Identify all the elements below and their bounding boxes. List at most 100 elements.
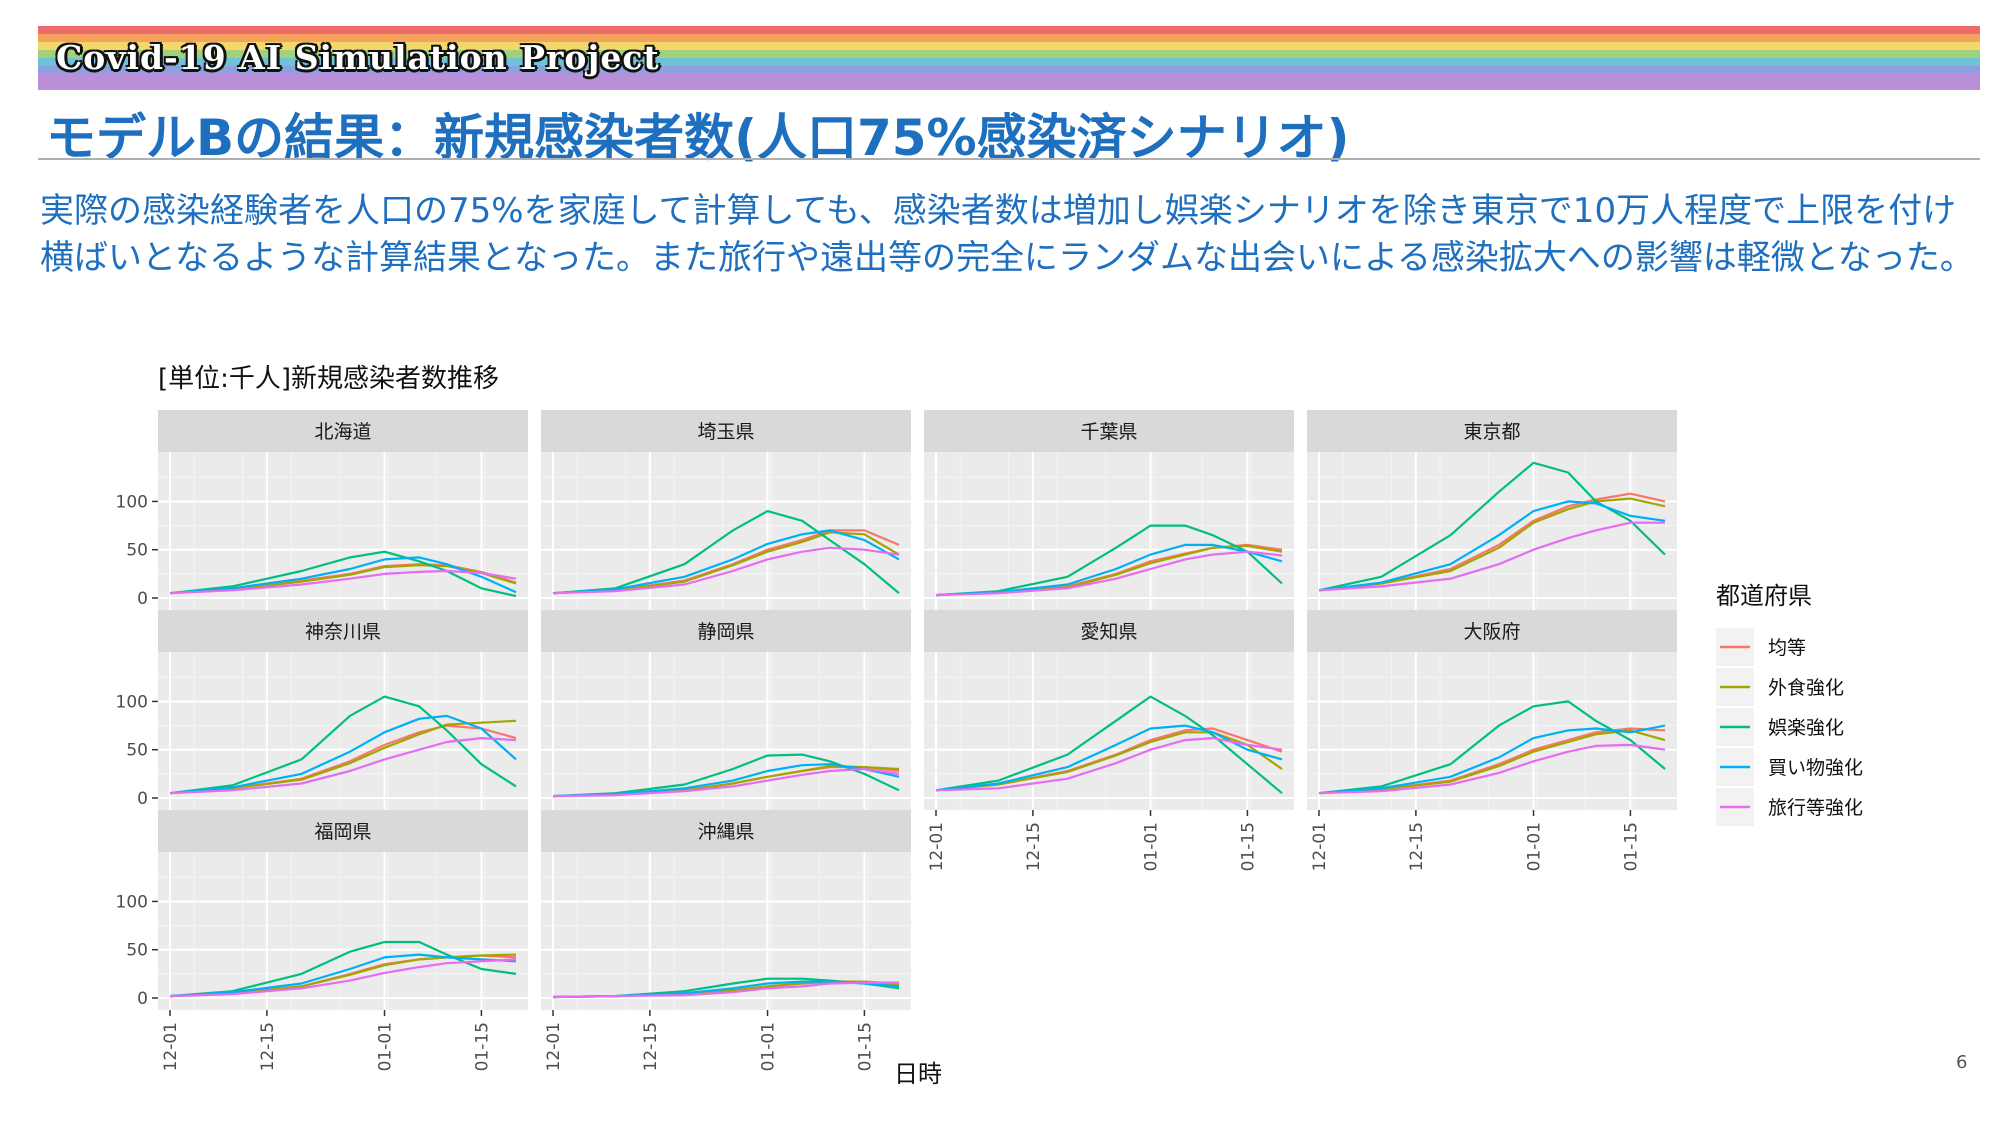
facet-strip <box>924 610 1294 652</box>
legend-label: 娯楽強化 <box>1768 717 1844 739</box>
x-tick-label: 12-01 <box>927 822 947 871</box>
facet-label: 愛知県 <box>1080 621 1137 643</box>
x-tick-label: 12-01 <box>1310 822 1330 871</box>
x-tick-label: 12-01 <box>544 1022 564 1071</box>
series-line <box>935 731 1283 792</box>
x-tick-label: 01-15 <box>1621 822 1641 871</box>
series-line <box>169 564 517 595</box>
series-line <box>1318 700 1666 795</box>
y-tick-label: 0 <box>137 989 148 1009</box>
facet-strip <box>1307 610 1677 652</box>
series-line <box>169 940 517 998</box>
x-tick-label: 01-01 <box>376 1022 396 1071</box>
chart-title: [単位:千人]新規感染者数推移 <box>158 364 499 394</box>
x-tick-label: 12-15 <box>258 1022 278 1071</box>
panel-background <box>158 852 528 1010</box>
y-tick-label: 0 <box>137 589 148 609</box>
y-tick-label: 50 <box>126 941 148 961</box>
series-line <box>935 550 1283 597</box>
series-line <box>552 763 900 798</box>
facet-strip <box>541 810 911 852</box>
rainbow-stripe <box>38 66 1980 74</box>
x-tick-label: 01-01 <box>1142 822 1162 871</box>
series-line <box>552 510 900 595</box>
rainbow-stripe <box>38 50 1980 58</box>
series-line <box>169 736 517 795</box>
y-tick-label: 50 <box>126 741 148 761</box>
series-line <box>169 550 517 598</box>
rainbow-stripe <box>38 42 1980 50</box>
series-line <box>935 524 1283 597</box>
facet-label: 埼玉県 <box>697 421 754 443</box>
facet-label: 東京都 <box>1463 421 1520 443</box>
series-line <box>169 953 517 998</box>
x-axis-title: 日時 <box>894 1060 942 1088</box>
series-line <box>169 695 517 795</box>
series-line <box>1318 461 1666 592</box>
y-tick-label: 100 <box>116 892 148 912</box>
series-line <box>169 714 517 795</box>
rainbow-banner <box>38 26 1980 90</box>
series-line <box>552 529 900 595</box>
series-line <box>935 724 1283 792</box>
series-line <box>552 546 900 595</box>
series-line <box>935 736 1283 792</box>
series-line <box>169 958 517 998</box>
panel-background <box>158 452 528 610</box>
rainbow-stripe <box>38 34 1980 42</box>
series-line <box>552 531 900 595</box>
facet-label: 福岡県 <box>314 821 371 843</box>
y-tick-label: 50 <box>126 541 148 561</box>
legend-label: 外食強化 <box>1768 677 1844 699</box>
body-paragraph: 実際の感染経験者を人口の75%を家庭して計算しても、感染者数は増加し娯楽シナリオ… <box>40 191 1974 278</box>
series-line <box>552 981 899 999</box>
series-line <box>169 569 517 595</box>
panel-background <box>158 652 528 810</box>
facet-strip <box>158 810 528 852</box>
series-line <box>169 953 517 998</box>
rainbow-stripe <box>38 82 1980 90</box>
series-line <box>935 543 1283 597</box>
facet-label: 千葉県 <box>1080 421 1137 443</box>
rainbow-stripe <box>38 26 1980 34</box>
legend-label: 買い物強化 <box>1768 757 1863 779</box>
facet-label: 北海道 <box>314 421 371 443</box>
x-tick-label: 01-15 <box>1238 822 1258 871</box>
legend-label: 均等 <box>1768 637 1806 659</box>
facet-strip <box>541 410 911 452</box>
facet-label: 静岡県 <box>697 621 754 643</box>
x-tick-label: 12-15 <box>1024 822 1044 871</box>
facet-label: 沖縄県 <box>697 821 754 843</box>
x-tick-label: 01-01 <box>1525 822 1545 871</box>
slide-title: モデルBの結果：新規感染者数(人口75%感染済シナリオ) <box>46 109 1350 167</box>
title-divider <box>38 158 1980 160</box>
panel-background <box>924 452 1294 610</box>
rainbow-stripe <box>38 58 1980 66</box>
facet-strip <box>158 610 528 652</box>
facet-label: 神奈川県 <box>305 621 381 643</box>
legend-label: 旅行等強化 <box>1768 797 1863 819</box>
y-tick-label: 100 <box>116 692 148 712</box>
series-line <box>935 695 1283 795</box>
y-tick-label: 0 <box>137 789 148 809</box>
y-tick-label: 100 <box>116 492 148 512</box>
series-line <box>1318 497 1666 592</box>
facet-label: 大阪府 <box>1463 621 1520 643</box>
x-tick-label: 12-15 <box>1407 822 1427 871</box>
rainbow-stripe <box>38 74 1980 82</box>
legend-title: 都道府県 <box>1716 582 1812 610</box>
page-number: 6 <box>1956 1052 1968 1073</box>
x-tick-label: 01-01 <box>759 1022 779 1071</box>
panel-background <box>541 852 911 1010</box>
facet-strip <box>158 410 528 452</box>
x-tick-label: 12-15 <box>641 1022 661 1071</box>
series-line <box>1318 724 1666 795</box>
series-line <box>552 767 900 798</box>
project-title: Covid-19 AI Simulation Project <box>56 38 660 77</box>
facet-strip <box>1307 410 1677 452</box>
x-tick-label: 12-01 <box>161 1022 181 1071</box>
facet-strip <box>541 610 911 652</box>
x-tick-label: 01-15 <box>472 1022 492 1071</box>
series-line <box>1318 521 1665 592</box>
